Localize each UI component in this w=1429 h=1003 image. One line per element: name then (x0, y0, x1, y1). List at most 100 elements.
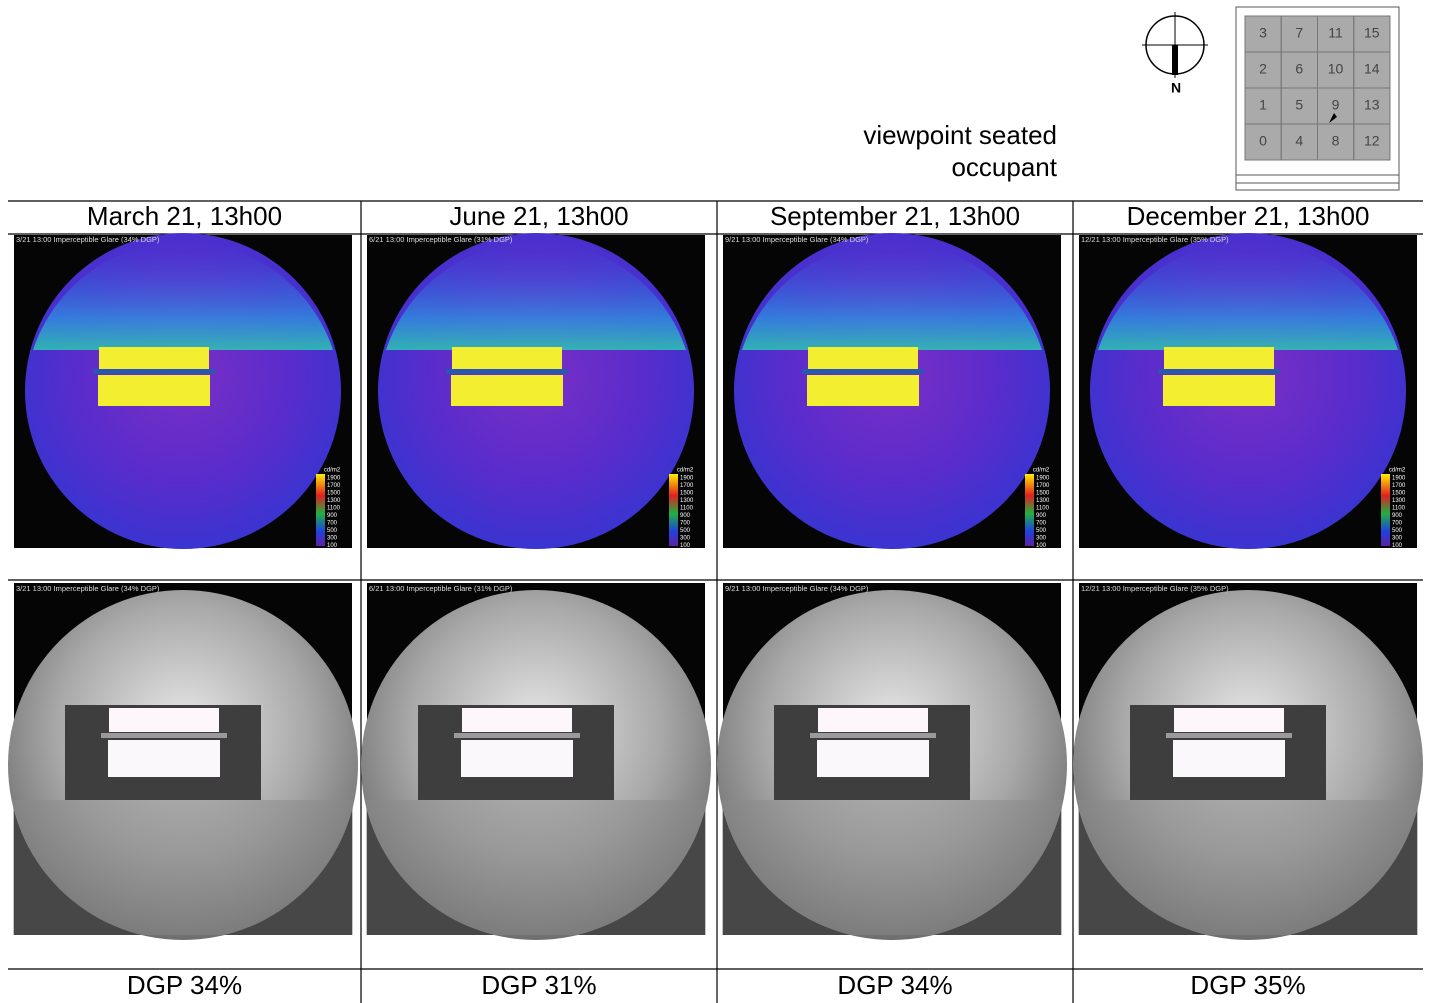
image-caption: 3/21 13:00 Imperceptible Glare (34% DGP) (16, 584, 160, 593)
plan-cell-label: 5 (1295, 97, 1303, 113)
rendered-image: 6/21 13:00 Imperceptible Glare (31% DGP) (361, 583, 711, 940)
legend-label: 900 (1036, 513, 1047, 519)
false-color-image: 3/21 13:00 Imperceptible Glare (34% DGP)… (14, 233, 352, 549)
window-lower (461, 740, 573, 777)
floor (1078, 800, 1418, 935)
plan-cell-label: 2 (1259, 61, 1267, 77)
plan-cell-label: 4 (1295, 133, 1303, 149)
legend-label: 100 (1036, 543, 1047, 549)
window-upper (1174, 708, 1284, 732)
rendered-image: 3/21 13:00 Imperceptible Glare (34% DGP) (8, 583, 358, 940)
column-date: March 21, 13h00 (87, 201, 282, 231)
legend-label: 1500 (327, 491, 341, 497)
legend-label: 1900 (1036, 476, 1050, 482)
legend-bar (1381, 474, 1390, 546)
plan-cell-label: 6 (1295, 61, 1303, 77)
image-caption: 6/21 13:00 Imperceptible Glare (31% DGP) (369, 235, 513, 244)
legend-unit: cd/m2 (324, 468, 341, 474)
window-lower (807, 375, 919, 406)
column-date: September 21, 13h00 (770, 201, 1020, 231)
legend-label: 500 (1036, 528, 1047, 534)
legend-label: 700 (680, 521, 691, 527)
plan-cell-label: 12 (1364, 133, 1380, 149)
legend-bar (669, 474, 678, 546)
plan-cell-label: 1 (1259, 97, 1267, 113)
legend-label: 1900 (680, 476, 694, 482)
window-lower (1173, 740, 1285, 777)
image-caption: 3/21 13:00 Imperceptible Glare (34% DGP) (16, 235, 160, 244)
figure: N 3711152610141591304812 viewpoint seate… (0, 0, 1429, 1003)
window-mullion (93, 369, 215, 374)
window-upper (1164, 347, 1274, 370)
window-lower (98, 375, 210, 406)
legend-label: 1700 (1392, 483, 1406, 489)
window-sill (810, 733, 936, 738)
legend-label: 1700 (1036, 483, 1050, 489)
plan-cell-label: 10 (1328, 61, 1344, 77)
window-sill (1166, 733, 1292, 738)
image-caption: 9/21 13:00 Imperceptible Glare (34% DGP) (725, 584, 869, 593)
column: June 21, 13h00 DGP 31% 6/21 13:00 Impercep… (361, 201, 711, 1000)
column: September 21, 13h00 DGP 34% 9/21 13:00 Imp… (717, 201, 1067, 1000)
legend-label: 500 (327, 528, 338, 534)
legend-unit: cd/m2 (677, 468, 694, 474)
window-sill (101, 733, 227, 738)
plan-cell-label: 13 (1364, 97, 1380, 113)
floor (13, 800, 353, 935)
legend-label: 1900 (327, 476, 341, 482)
window-upper (818, 708, 928, 732)
column-date: December 21, 13h00 (1127, 201, 1370, 231)
image-caption: 6/21 13:00 Imperceptible Glare (31% DGP) (369, 584, 513, 593)
legend-label: 500 (680, 528, 691, 534)
floor (722, 800, 1062, 935)
window-mullion (446, 369, 568, 374)
window-mullion (1158, 369, 1280, 374)
window-upper (99, 347, 209, 370)
plan-cell-label: 7 (1295, 25, 1303, 41)
legend-label: 900 (327, 513, 338, 519)
legend-label: 1500 (680, 491, 694, 497)
legend-label: 700 (327, 521, 338, 527)
legend-label: 300 (327, 536, 338, 542)
window-lower (817, 740, 929, 777)
plan-cell-label: 11 (1328, 25, 1343, 41)
plan-cell-label: 9 (1332, 97, 1340, 113)
legend-label: 300 (1392, 536, 1403, 542)
image-caption: 9/21 13:00 Imperceptible Glare (34% DGP) (725, 235, 869, 244)
legend-label: 1300 (1392, 498, 1406, 504)
compass-label: N (1171, 80, 1181, 96)
legend-label: 300 (1036, 536, 1047, 542)
rendered-image: 9/21 13:00 Imperceptible Glare (34% DGP) (717, 583, 1067, 940)
window-lower (1163, 375, 1275, 406)
legend-bar (316, 474, 325, 546)
window-mullion (802, 369, 924, 374)
plan-cell-label: 15 (1364, 25, 1380, 41)
legend-label: 1100 (1392, 506, 1406, 512)
legend-label: 1100 (680, 506, 694, 512)
plan-cell-label: 8 (1332, 133, 1340, 149)
rendered-image: 12/21 13:00 Imperceptible Glare (35% DGP… (1073, 583, 1423, 940)
viewpoint-label: viewpoint seated (863, 120, 1057, 150)
viewpoint-label: occupant (951, 152, 1057, 182)
image-caption: 12/21 13:00 Imperceptible Glare (35% DGP… (1081, 584, 1229, 593)
plan-cell-label: 14 (1364, 61, 1380, 77)
window-upper (462, 708, 572, 732)
false-color-image: 12/21 13:00 Imperceptible Glare (35% DGP… (1079, 233, 1417, 549)
column-dgp: DGP 34% (837, 970, 952, 1000)
column-dgp: DGP 31% (481, 970, 596, 1000)
plan-cell-label: 3 (1259, 25, 1267, 41)
column-date: June 21, 13h00 (449, 201, 628, 231)
legend-label: 500 (1392, 528, 1403, 534)
legend-bar (1025, 474, 1034, 546)
panels: March 21, 13h00 DGP 34% 3/21 13:00 Imperce… (8, 201, 1423, 1000)
window-upper (452, 347, 562, 370)
window-lower (108, 740, 220, 777)
window-lower (451, 375, 563, 406)
window-sill (454, 733, 580, 738)
plan-cell-label: 0 (1259, 133, 1267, 149)
window-upper (808, 347, 918, 370)
compass: N (1142, 12, 1208, 96)
legend-label: 700 (1036, 521, 1047, 527)
